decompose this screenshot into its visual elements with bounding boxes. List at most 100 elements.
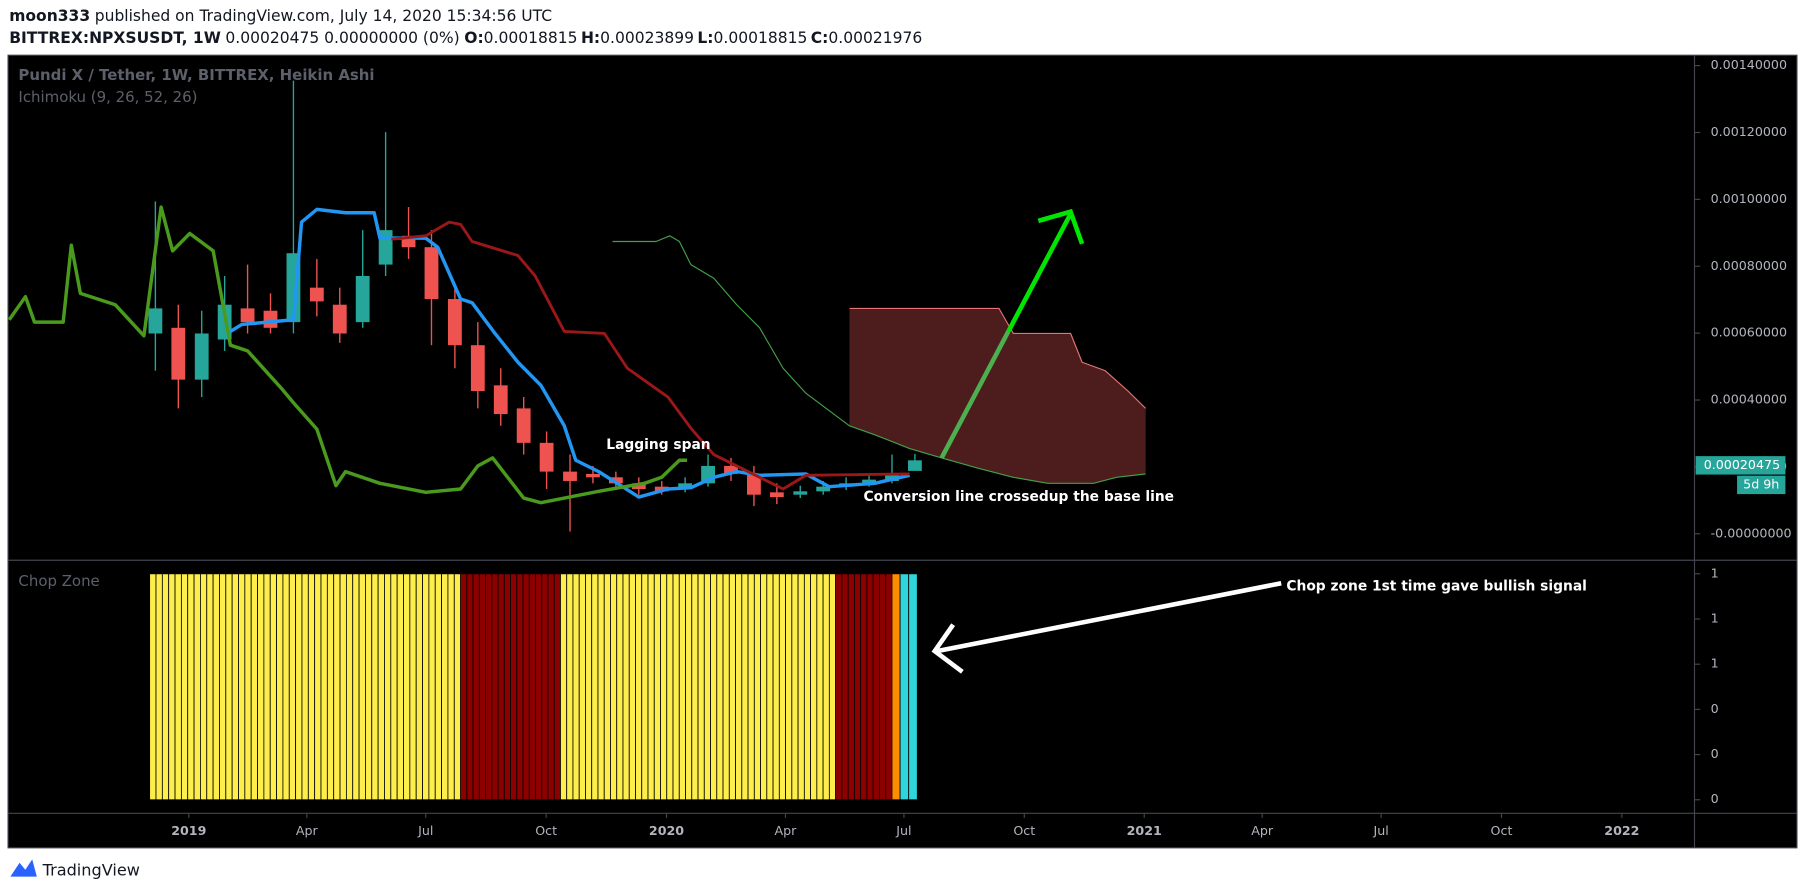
candle-body xyxy=(816,486,831,492)
chop-bar xyxy=(466,573,474,801)
chop-bar xyxy=(193,573,201,801)
ohlc-value: 0.00018815 xyxy=(714,28,808,46)
chop-bar xyxy=(516,573,524,801)
chop-bar xyxy=(810,573,818,801)
x-tick-label: Oct xyxy=(1013,823,1035,838)
green-arrow xyxy=(939,208,1085,459)
plot: 2019 Apr Jul Oct 2020 Apr Jul Oct 2021 Apr Jul Oct 2… xyxy=(7,57,1792,838)
chop-bar xyxy=(206,573,214,801)
chop-bar xyxy=(553,573,561,801)
x-tick-label: 2021 xyxy=(1127,823,1162,838)
published: published on TradingView.com, July 14, 2… xyxy=(95,7,552,25)
indicator-line xyxy=(849,307,1147,409)
annotation: Lagging span xyxy=(606,437,710,453)
chop-bar xyxy=(320,573,328,801)
chop-bar xyxy=(753,573,761,801)
chop-bar xyxy=(345,573,354,801)
chop-bar xyxy=(591,573,599,801)
candle-body xyxy=(586,473,600,478)
chop-bar xyxy=(307,573,316,801)
x-tick-label: Jul xyxy=(1372,823,1388,838)
chop-bar xyxy=(434,573,442,801)
chop-bar xyxy=(333,573,341,801)
candle-body xyxy=(263,310,278,328)
chop-bar xyxy=(816,573,824,801)
chop-bar xyxy=(219,573,227,801)
x-tick-label: Jul xyxy=(417,823,433,838)
chop-bar xyxy=(560,573,568,801)
chop-bar xyxy=(384,573,392,801)
candle-body xyxy=(862,479,876,484)
chop-bar xyxy=(879,573,887,801)
last-price: 0.00020475 xyxy=(1704,457,1780,472)
y-tick-label: 0 xyxy=(1711,701,1719,716)
countdown: 5d 9h xyxy=(1743,476,1779,491)
chop-bar xyxy=(168,573,176,801)
candle-body xyxy=(907,460,922,471)
chop-bar xyxy=(635,573,643,801)
chop-bar xyxy=(428,573,436,801)
candle-body xyxy=(724,465,738,474)
chop-bar xyxy=(828,573,837,801)
chop-bar xyxy=(672,573,680,801)
chop-bar xyxy=(535,573,543,801)
candle-body xyxy=(539,442,554,472)
chop-bar xyxy=(891,573,901,801)
chop-bar xyxy=(803,573,811,801)
symbol: BITTREX:NPXSUSDT, 1W xyxy=(9,28,221,46)
chop-bar xyxy=(760,573,768,801)
countdown-bg xyxy=(1737,475,1786,495)
chop-bar xyxy=(710,573,718,801)
cloud xyxy=(849,308,1146,484)
chop-bar xyxy=(276,573,284,801)
chop-bar xyxy=(447,573,455,801)
candle-body xyxy=(240,308,255,323)
chop-bar xyxy=(908,573,918,801)
indicator-line xyxy=(391,220,910,491)
chop-bar xyxy=(174,573,182,801)
chop-bar xyxy=(282,573,290,801)
y-tick-label: 0.00120000 xyxy=(1711,124,1787,139)
chop-bar xyxy=(149,573,157,801)
chop-bar xyxy=(238,573,246,801)
chop-bar xyxy=(352,573,360,801)
chop-bar xyxy=(441,573,449,801)
chop-bar xyxy=(339,573,347,801)
chop-bar xyxy=(822,573,830,801)
chop-bar xyxy=(860,573,868,801)
chop-bar xyxy=(585,573,593,801)
ohlc-key: O: xyxy=(464,28,483,46)
chop-bar xyxy=(478,573,486,801)
chart-title: Pundi X / Tether, 1W, BITTREX, Heikin As… xyxy=(18,66,374,84)
chop-bar xyxy=(703,573,711,801)
chop-bar xyxy=(572,573,580,801)
candle-body xyxy=(516,408,531,443)
chop-bar xyxy=(728,573,736,801)
candle-body xyxy=(563,471,577,481)
chop-bar xyxy=(791,573,799,801)
chop-bar xyxy=(326,573,335,801)
chop-bar xyxy=(371,573,379,801)
chop-bar xyxy=(460,573,468,801)
chop-bar xyxy=(872,573,880,801)
chop-bar xyxy=(269,573,277,801)
chop-bar xyxy=(735,573,743,801)
chop-bar xyxy=(578,573,586,801)
candle-body xyxy=(769,492,784,498)
x-tick-label: Oct xyxy=(535,823,557,838)
chop-bar xyxy=(660,573,668,801)
chop-bar xyxy=(866,573,874,801)
indicator-line xyxy=(612,235,1146,484)
ohlc-key: H: xyxy=(581,28,600,46)
chop-bar xyxy=(314,573,322,801)
chop-bar xyxy=(566,573,574,801)
y-tick-label: 0.00080000 xyxy=(1711,258,1787,273)
chop-bar xyxy=(295,573,303,801)
x-tick-label: 2019 xyxy=(171,823,206,838)
chop-bar xyxy=(231,573,239,801)
y-tick-label: 0 xyxy=(1711,746,1719,761)
chop-bar xyxy=(187,573,195,801)
ohlc-key: C: xyxy=(811,28,829,46)
x-tick-label: Oct xyxy=(1491,823,1513,838)
chop-bar xyxy=(697,573,705,801)
